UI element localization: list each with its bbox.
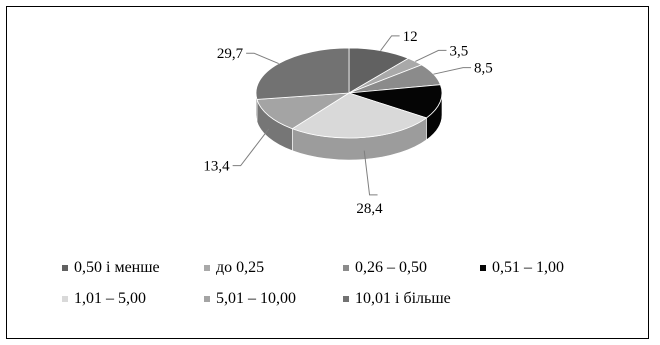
legend-label-2: 0,26 – 0,50 [355, 259, 427, 276]
leader-line-2 [433, 67, 472, 75]
pie-slice-4 [291, 92, 428, 139]
legend-label-6: 10,01 і більше [355, 290, 451, 307]
leader-line-0 [380, 35, 400, 51]
legend-label-0: 0,50 і менше [74, 259, 160, 276]
legend-item-0: 0,50 і менше [62, 259, 160, 277]
legend-label-1: до 0,25 [216, 259, 265, 276]
legend-item-4: 1,01 – 5,00 [62, 290, 146, 308]
legend-swatch-0 [62, 265, 68, 271]
leader-line-4 [363, 150, 378, 196]
legend-item-5: 5,01 – 10,00 [204, 290, 296, 308]
legend-item-1: до 0,25 [204, 259, 264, 277]
chart-frame: 12 3,5 8,5 28,4 13,4 29,7 0,50 і менше до 0,25… [6, 6, 649, 339]
leader-line-1 [415, 49, 447, 62]
pie-slice-6 [255, 47, 350, 100]
legend-item-6: 10,01 і більше [343, 290, 451, 308]
legend-swatch-3 [480, 265, 486, 271]
legend-swatch-4 [62, 296, 68, 302]
pie-slice-3 [348, 84, 443, 119]
data-label-2: 8,5 [474, 61, 493, 77]
pie-chart: 12 3,5 8,5 28,4 13,4 29,7 [203, 29, 492, 217]
legend-label-3: 0,51 – 1,00 [492, 259, 564, 276]
data-label-5: 13,4 [203, 159, 230, 175]
data-labels: 12 3,5 8,5 28,4 13,4 29,7 [203, 29, 492, 217]
pie-slice-0 [348, 47, 410, 94]
data-label-6: 29,7 [217, 46, 244, 62]
data-label-0: 12 [403, 29, 418, 45]
legend-label-4: 1,01 – 5,00 [74, 290, 146, 307]
legend-item-3: 0,51 – 1,00 [480, 259, 564, 277]
legend-label-5: 5,01 – 10,00 [216, 290, 296, 307]
data-label-4: 28,4 [356, 201, 383, 217]
legend-swatch-6 [343, 296, 349, 302]
leader-line-5 [232, 128, 270, 167]
legend-swatch-1 [204, 265, 210, 271]
leader-line-6 [246, 52, 279, 64]
pie-top-faces [255, 47, 443, 139]
leader-lines [232, 35, 472, 196]
data-label-1: 3,5 [449, 43, 468, 59]
legend-swatch-2 [343, 265, 349, 271]
pie-slice-5 [256, 92, 350, 130]
legend-swatch-5 [204, 296, 210, 302]
legend-item-2: 0,26 – 0,50 [343, 259, 427, 277]
